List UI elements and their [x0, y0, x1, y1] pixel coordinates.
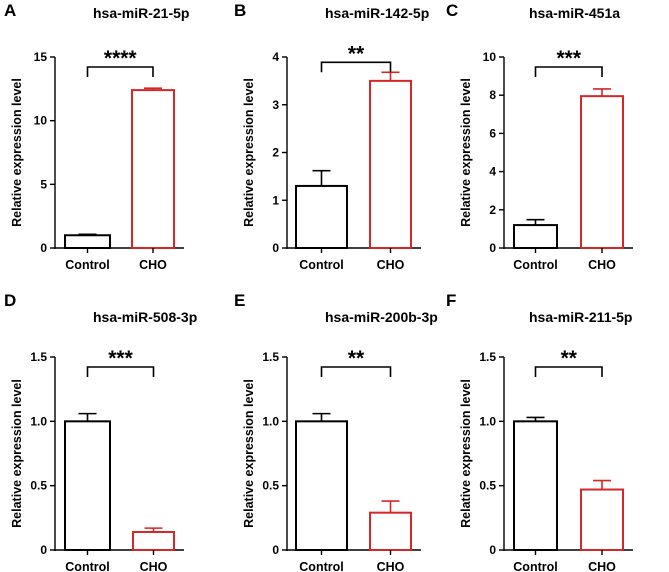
- bar-cho: [369, 79, 412, 249]
- panel-letter: A: [4, 1, 16, 20]
- y-tick-label: 10: [34, 114, 48, 128]
- y-tick-label: 3: [272, 98, 279, 112]
- x-tick-label: CHO: [588, 258, 616, 272]
- x-tick-label: Control: [65, 258, 109, 272]
- y-tick-label: 1.5: [479, 350, 496, 364]
- y-tick-label: 5: [40, 177, 47, 191]
- y-tick-label: 1.0: [30, 414, 47, 428]
- chart-title: hsa-miR-508-3p: [93, 309, 197, 325]
- y-tick-label: 2: [272, 146, 279, 160]
- x-tick-label: Control: [513, 258, 557, 272]
- significance-label: ***: [556, 47, 581, 70]
- significance-label: **: [348, 347, 365, 370]
- x-tick-label: Control: [65, 560, 109, 572]
- y-tick-label: 1.5: [262, 350, 279, 364]
- chart-title: hsa-miR-211-5p: [529, 309, 632, 325]
- significance-bracket: [86, 66, 154, 77]
- y-tick-label: 0.5: [479, 479, 496, 493]
- bar-control: [513, 224, 558, 250]
- chart-title: hsa-miR-21-5p: [93, 5, 189, 21]
- significance-label: **: [561, 347, 578, 370]
- y-tick-label: 2: [489, 203, 496, 217]
- y-axis-label: Relative expression level: [459, 379, 473, 528]
- panel-letter: C: [446, 1, 458, 20]
- x-tick-label: Control: [513, 560, 557, 572]
- y-axis-label: Relative expression level: [242, 78, 256, 227]
- panel-letter: D: [4, 291, 16, 310]
- x-tick-label: CHO: [140, 560, 168, 572]
- y-tick-label: 15: [34, 50, 48, 64]
- bar-control: [295, 184, 348, 250]
- y-tick-label: 4: [489, 165, 496, 179]
- x-tick-label: CHO: [139, 258, 167, 272]
- y-tick-label: 0: [489, 241, 496, 255]
- significance-label: ***: [108, 347, 133, 370]
- y-tick-label: 0: [40, 543, 47, 557]
- significance-bracket: [320, 61, 392, 73]
- x-tick-label: CHO: [588, 560, 616, 572]
- y-tick-label: 1.5: [30, 350, 47, 364]
- bar-cho: [132, 530, 175, 552]
- y-tick-label: 0: [272, 543, 279, 557]
- bar-control: [513, 420, 558, 552]
- y-axis-label: Relative expression level: [459, 78, 473, 227]
- significance-bracket: [534, 66, 603, 77]
- y-tick-label: 10: [483, 50, 497, 64]
- significance-bracket: [320, 366, 392, 377]
- panel-letter: E: [234, 291, 245, 310]
- x-tick-label: CHO: [377, 560, 405, 572]
- chart-title: hsa-miR-451a: [529, 5, 620, 21]
- bar-control: [295, 420, 348, 552]
- y-tick-label: 4: [272, 50, 279, 64]
- significance-label: **: [348, 42, 365, 65]
- y-axis-label: Relative expression level: [10, 78, 24, 227]
- y-tick-label: 0: [489, 543, 496, 557]
- bar-control: [64, 420, 111, 552]
- x-tick-label: Control: [299, 258, 343, 272]
- y-tick-label: 0.5: [30, 479, 47, 493]
- y-tick-label: 6: [489, 126, 496, 140]
- bar-cho: [131, 89, 175, 249]
- significance-bracket: [534, 366, 603, 377]
- y-tick-label: 0: [272, 241, 279, 255]
- y-tick-label: 0.5: [262, 479, 279, 493]
- y-tick-label: 1: [272, 193, 279, 207]
- bar-cho: [580, 488, 624, 552]
- bar-cho: [580, 95, 624, 249]
- significance-label: ****: [104, 47, 138, 70]
- y-tick-label: 0: [40, 241, 47, 255]
- x-tick-label: Control: [299, 560, 343, 572]
- panel-letter: B: [234, 1, 246, 20]
- x-tick-label: CHO: [377, 258, 405, 272]
- y-axis-label: Relative expression level: [242, 379, 256, 528]
- bar-cho: [369, 511, 412, 551]
- chart-title: hsa-miR-200b-3p: [325, 309, 438, 325]
- chart-title: hsa-miR-142-5p: [325, 5, 429, 21]
- y-tick-label: 1.0: [262, 414, 279, 428]
- y-axis-label: Relative expression level: [10, 379, 24, 528]
- bar-control: [64, 234, 111, 249]
- significance-bracket: [86, 366, 155, 377]
- panel-letter: F: [446, 291, 456, 310]
- y-tick-label: 8: [489, 88, 496, 102]
- y-tick-label: 1.0: [479, 414, 496, 428]
